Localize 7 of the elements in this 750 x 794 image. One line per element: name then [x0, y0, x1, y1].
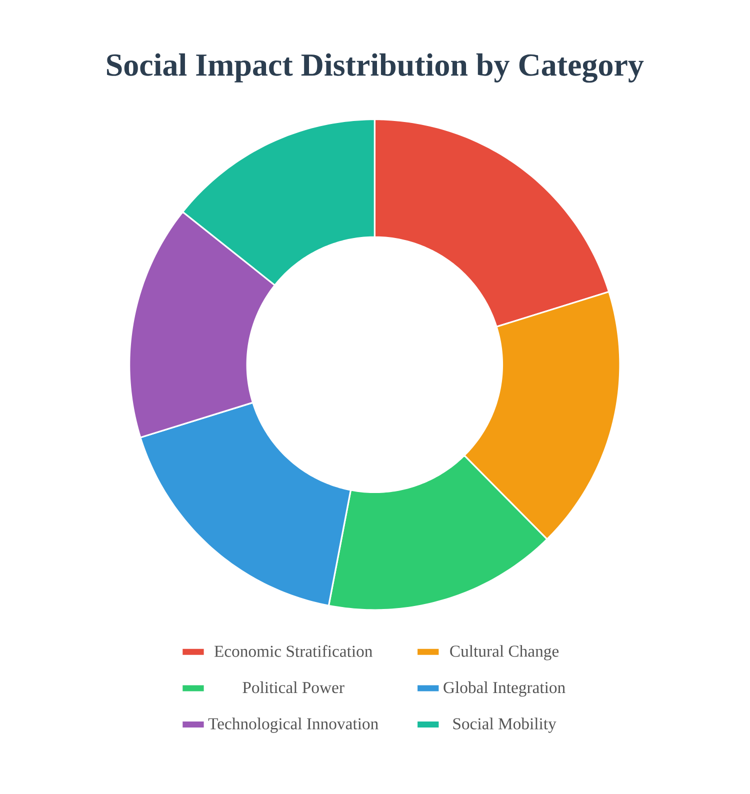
legend-label: Political Power: [242, 681, 344, 694]
legend-label: Economic Stratification: [214, 645, 372, 657]
legend-label: Technological Innovation: [208, 718, 378, 733]
chart-title: Social Impact Distribution by Category: [107, 53, 644, 83]
legend-label: Global Integration: [444, 681, 566, 697]
legend-label: Cultural Change: [450, 645, 559, 660]
legend-label: Social Mobility: [453, 718, 556, 733]
